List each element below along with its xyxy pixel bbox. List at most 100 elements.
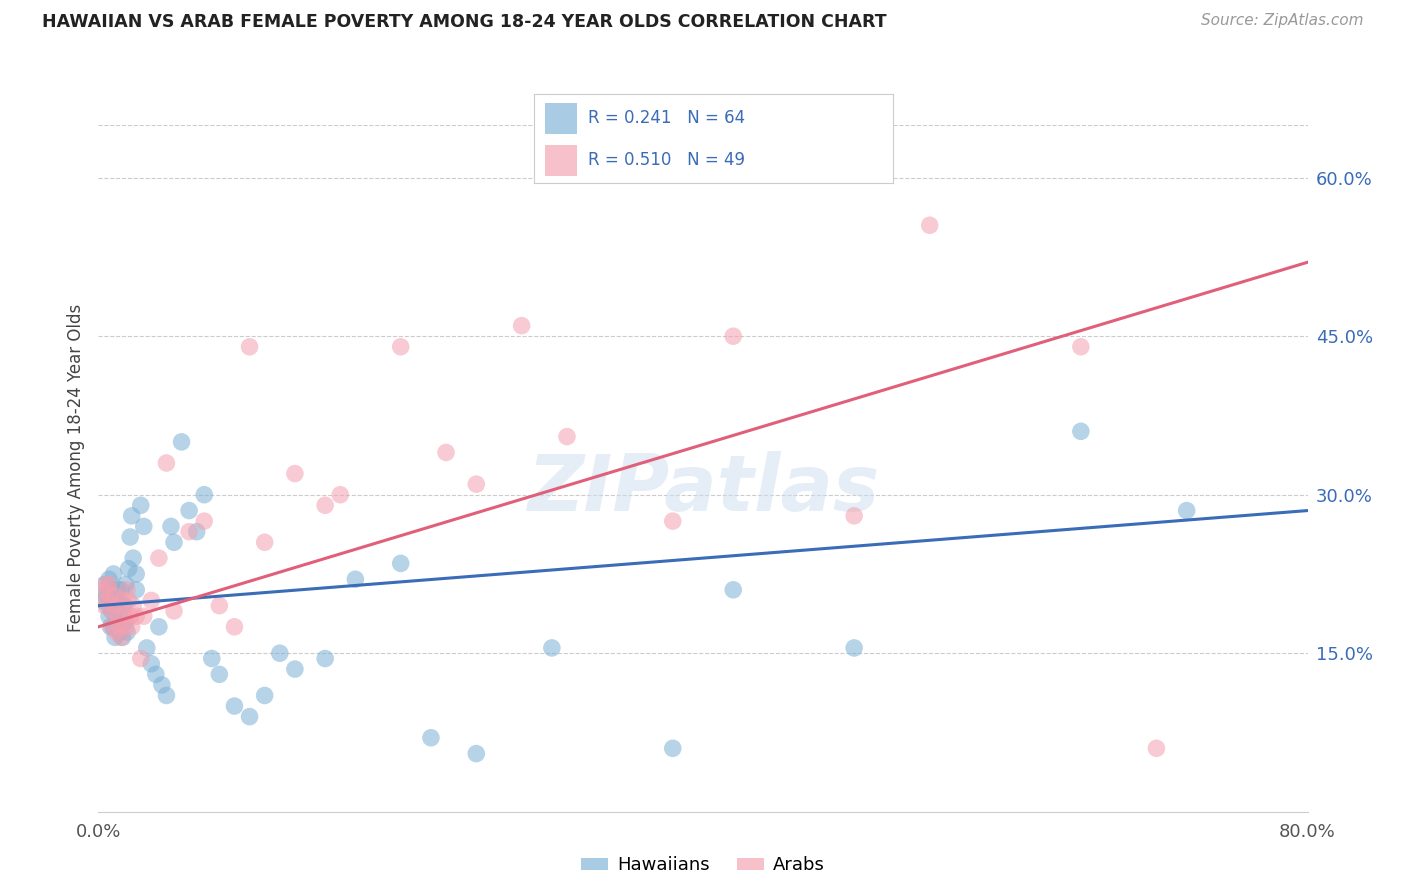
Text: R = 0.241   N = 64: R = 0.241 N = 64 [588, 109, 745, 128]
Point [110, 631, 132, 645]
Point [1070, 340, 1092, 354]
Point [94, 577, 117, 591]
Point [101, 620, 124, 634]
Point [132, 519, 155, 533]
Point [186, 524, 208, 539]
Point [132, 609, 155, 624]
Point [93, 577, 115, 591]
Point [105, 615, 128, 629]
Point [141, 593, 163, 607]
Point [141, 657, 163, 671]
Point [101, 604, 124, 618]
Point [118, 593, 141, 607]
Point [434, 445, 457, 459]
Point [96, 599, 118, 613]
Point [129, 498, 152, 512]
Point [114, 620, 136, 634]
Point [269, 646, 291, 660]
Point [465, 747, 488, 761]
Point [115, 582, 138, 597]
Point [253, 689, 276, 703]
Point [723, 329, 745, 343]
Point [129, 651, 152, 665]
Point [100, 593, 122, 607]
Point [91, 593, 114, 607]
Point [148, 620, 170, 634]
Text: Source: ZipAtlas.com: Source: ZipAtlas.com [1201, 13, 1364, 29]
Point [103, 566, 125, 581]
Point [125, 582, 148, 597]
Point [125, 566, 148, 581]
Point [110, 615, 132, 629]
Point [150, 678, 173, 692]
Point [253, 535, 276, 549]
Point [662, 514, 685, 528]
Point [155, 689, 177, 703]
Point [105, 625, 128, 640]
Point [555, 429, 578, 443]
Point [108, 625, 131, 640]
Point [103, 588, 125, 602]
Point [121, 620, 143, 634]
Point [1175, 503, 1198, 517]
Point [329, 488, 352, 502]
Point [120, 609, 142, 624]
Point [723, 582, 745, 597]
Point [110, 582, 132, 597]
Point [94, 588, 117, 602]
Point [155, 456, 177, 470]
Point [201, 651, 224, 665]
Point [112, 609, 135, 624]
Point [163, 535, 186, 549]
Point [179, 524, 201, 539]
Point [1070, 425, 1092, 439]
Point [239, 340, 262, 354]
Point [122, 551, 145, 566]
Point [135, 640, 157, 655]
Point [115, 625, 138, 640]
Point [96, 593, 118, 607]
Point [101, 604, 124, 618]
Point [389, 340, 412, 354]
Legend: Hawaiians, Arabs: Hawaiians, Arabs [574, 849, 832, 881]
Point [163, 604, 186, 618]
Text: R = 0.510   N = 49: R = 0.510 N = 49 [588, 151, 745, 169]
Point [145, 667, 167, 681]
Point [284, 467, 307, 481]
Point [111, 631, 134, 645]
Point [148, 551, 170, 566]
Point [160, 519, 183, 533]
Point [314, 498, 336, 512]
Point [284, 662, 307, 676]
Point [101, 582, 124, 597]
Point [103, 620, 125, 634]
Point [100, 588, 122, 602]
Point [465, 477, 488, 491]
Point [1144, 741, 1167, 756]
Point [125, 609, 148, 624]
Point [918, 219, 941, 233]
Point [93, 599, 115, 613]
Point [224, 699, 246, 714]
Point [107, 582, 129, 597]
Point [112, 599, 135, 613]
Point [239, 709, 262, 723]
Point [224, 620, 246, 634]
Point [122, 599, 145, 613]
Point [111, 599, 134, 613]
Text: HAWAIIAN VS ARAB FEMALE POVERTY AMONG 18-24 YEAR OLDS CORRELATION CHART: HAWAIIAN VS ARAB FEMALE POVERTY AMONG 18… [42, 13, 887, 31]
Point [420, 731, 443, 745]
Point [510, 318, 533, 333]
Point [111, 593, 134, 607]
Point [844, 640, 866, 655]
Point [170, 434, 193, 449]
Point [105, 593, 128, 607]
Point [118, 562, 141, 576]
Point [844, 508, 866, 523]
Point [98, 609, 121, 624]
Bar [546, 103, 578, 134]
Point [98, 572, 121, 586]
Point [314, 651, 336, 665]
Point [540, 640, 562, 655]
Point [193, 514, 215, 528]
